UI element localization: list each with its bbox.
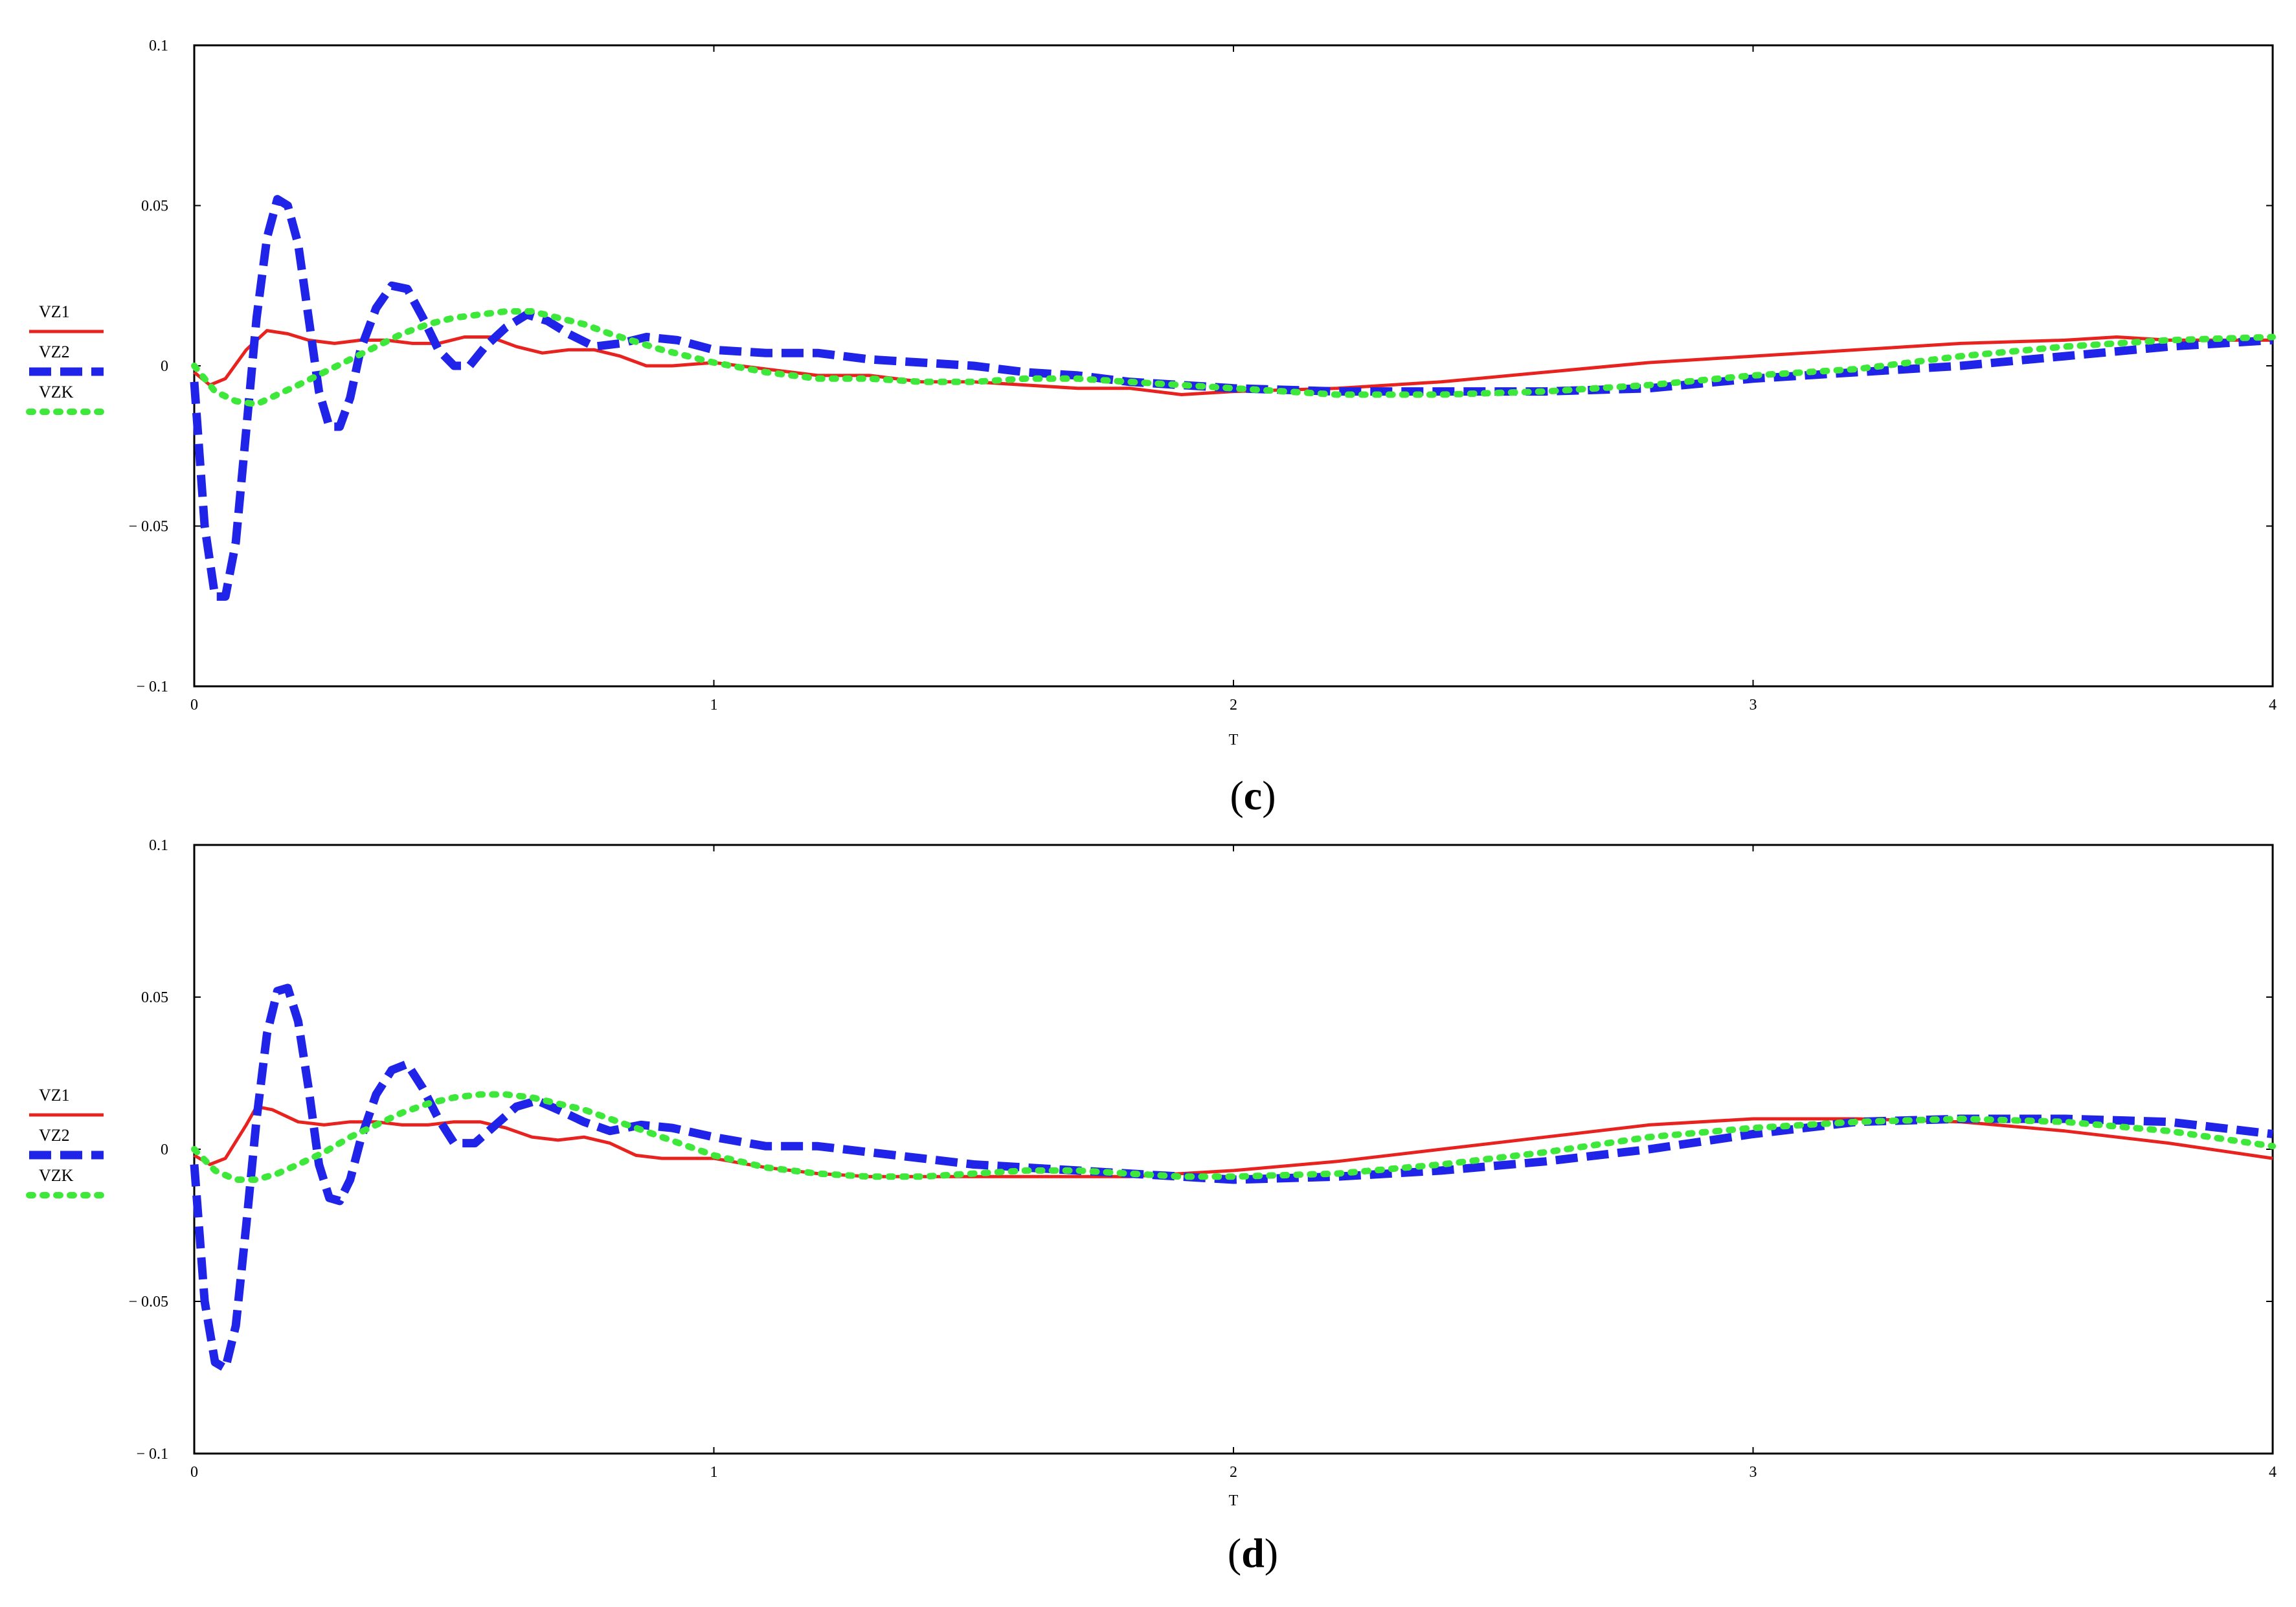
y-tick-label: − 0.05 (128, 1294, 168, 1310)
panel-label: (d) (1228, 1530, 1278, 1576)
y-tick-label: 0.05 (141, 198, 168, 215)
panel-letter: d (1241, 1530, 1265, 1576)
y-tick-label: 0 (161, 1141, 168, 1158)
x-tick-label: 1 (710, 1464, 718, 1481)
series-line-vz2 (190, 195, 2273, 601)
x-tick-label: 4 (2269, 1464, 2277, 1481)
series-line-vzk (191, 308, 2276, 408)
y-tick-label: 0.05 (141, 989, 168, 1006)
x-tick-label: 0 (190, 697, 198, 714)
x-tick-label: 1 (710, 697, 718, 714)
x-tick-label: 3 (1750, 697, 1757, 714)
x-tick-label: 4 (2269, 697, 2277, 714)
legend-label-vz1: VZ1 (39, 1086, 70, 1105)
chart-panel-c: 0.1 0.05 0 − 0.05 − 0.1 0 1 2 3 4 T VZ1 VZ2 VZK (c) (26, 38, 2277, 818)
legend-label-vzk: VZK (39, 383, 74, 401)
legend-label-vz2: VZ2 (39, 1126, 70, 1145)
series-line-vzk (191, 1091, 2276, 1183)
x-tick-label: 0 (190, 1464, 198, 1481)
x-axis-label: T (1229, 732, 1239, 748)
chart-panel-d: 0.1 0.05 0 − 0.05 − 0.1 0 1 2 3 4 T VZ1 VZ2 VZK (d) (26, 837, 2277, 1576)
plot-frame (193, 844, 2274, 1455)
x-tick-label: 2 (1230, 697, 1237, 714)
legend-label-vzk: VZK (39, 1166, 74, 1185)
legend-label-vz1: VZ1 (39, 302, 70, 321)
panel-letter: c (1244, 772, 1262, 818)
x-tick-label: 2 (1230, 1464, 1237, 1481)
y-tick-label: 0 (161, 358, 168, 375)
legend-label-vz2: VZ2 (39, 343, 70, 361)
y-tick-label: − 0.1 (136, 1446, 168, 1463)
y-tick-label: 0.1 (149, 38, 168, 54)
series-line-vz2 (190, 983, 2273, 1373)
y-tick-label: 0.1 (149, 837, 168, 854)
x-tick-label: 3 (1750, 1464, 1757, 1481)
x-axis-label: T (1229, 1492, 1239, 1509)
y-tick-label: − 0.05 (128, 519, 168, 535)
y-tick-label: − 0.1 (136, 679, 168, 695)
panel-label: (c) (1230, 772, 1276, 818)
